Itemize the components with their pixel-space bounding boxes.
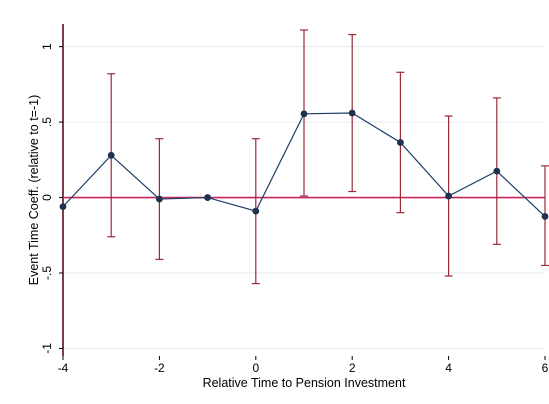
data-point [300, 110, 308, 118]
data-point [107, 151, 115, 159]
data-point [541, 213, 549, 220]
y-axis-title: Event Time Coeff. (relative to t=-1) [27, 95, 41, 285]
x-tick-label: -2 [154, 361, 165, 375]
data-point [252, 207, 260, 215]
data-point [59, 203, 67, 211]
confidence-intervals [107, 29, 549, 285]
y-tick-label: -1 [40, 343, 54, 354]
x-tick-label: 6 [542, 361, 549, 375]
y-axis-ticks: -1 -.5 0 .5 1 [40, 43, 63, 354]
data-point [397, 139, 404, 146]
data-points [59, 109, 549, 220]
y-tick-label: -.5 [40, 266, 54, 280]
x-tick-label: -4 [58, 361, 69, 375]
x-tick-label: 4 [445, 361, 452, 375]
x-tick-label: 2 [349, 361, 356, 375]
x-tick-label: 0 [252, 361, 259, 375]
data-point [493, 167, 501, 175]
y-tick-label: 1 [40, 43, 54, 50]
data-point [204, 194, 212, 201]
data-point [156, 195, 163, 203]
x-axis-ticks: -4 -2 0 2 4 6 [58, 356, 549, 375]
y-tick-label: .5 [40, 117, 54, 127]
data-point [445, 192, 452, 200]
data-point [348, 109, 356, 117]
x-axis-title: Relative Time to Pension Investment [203, 376, 406, 390]
y-tick-label: 0 [40, 194, 54, 201]
